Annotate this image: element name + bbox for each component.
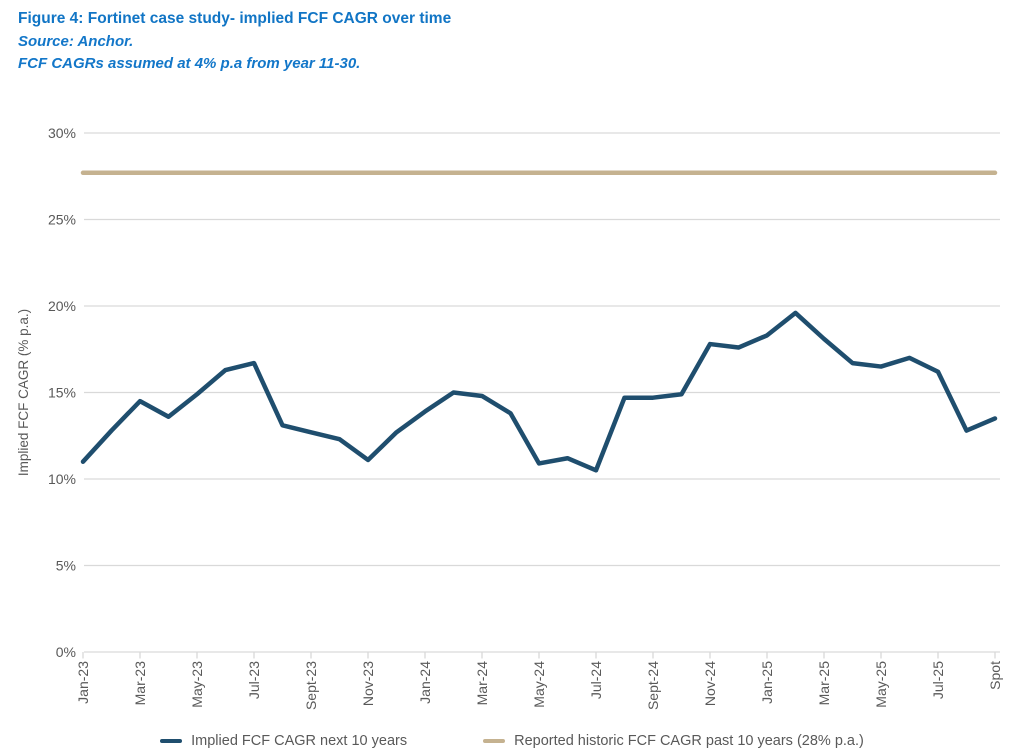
implied-fcf-line [80,310,998,473]
x-tick-label: Nov-23 [360,661,376,706]
x-tick-label: May-24 [531,661,547,708]
x-tick-label: Jan-25 [759,661,775,704]
x-tick-label: Mar-25 [816,661,832,706]
chart-canvas: 0% 5% 10% 15% 20% 25% 30% Jan-23 Mar-23 May-23 Jul… [16,125,1003,710]
y-tick-label: 5% [56,558,76,574]
x-tick-label: Jan-24 [417,661,433,704]
x-tick-label: May-23 [189,661,205,708]
legend-label-implied: Implied FCF CAGR next 10 years [191,733,408,749]
x-tick-label: Sept-23 [303,661,319,710]
x-tick-label: May-25 [873,661,889,708]
x-tick-label: Spot [987,661,1003,690]
x-tick-label: Mar-23 [132,661,148,706]
implied-line-swatch-icon [160,738,183,744]
x-tick-label: Mar-24 [474,661,490,706]
x-tick-label: Sept-24 [645,661,661,710]
legend-label-historic: Reported historic FCF CAGR past 10 years… [514,733,864,749]
figure-note: FCF CAGRs assumed at 4% p.a from year 11… [18,55,361,72]
figure-header: Figure 4: Fortinet case study- implied F… [18,8,451,76]
legend-item-historic: Reported historic FCF CAGR past 10 years… [483,733,864,749]
y-tick-label: 30% [48,125,76,141]
y-tick-label: 20% [48,298,76,314]
y-tick-label: 0% [56,644,76,660]
x-tick-label: Jul-23 [246,661,262,699]
y-tick-label: 15% [48,385,76,401]
y-axis-title: Implied FCF CAGR (% p.a.) [16,309,31,476]
x-tick-label: Jul-25 [930,661,946,699]
y-tick-label: 10% [48,471,76,487]
x-tick-label: Nov-24 [702,661,718,706]
x-tick-label: Jan-23 [75,661,91,704]
legend-item-implied: Implied FCF CAGR next 10 years [160,733,407,749]
figure-title: Figure 4: Fortinet case study- implied F… [18,10,452,27]
y-tick-label: 25% [48,212,76,228]
figure-source: Source: Anchor. [18,32,134,50]
historic-line-swatch-icon [483,738,506,744]
chart-legend: Implied FCF CAGR next 10 years Reported … [0,733,1024,749]
x-tick-label: Jul-24 [588,661,604,699]
